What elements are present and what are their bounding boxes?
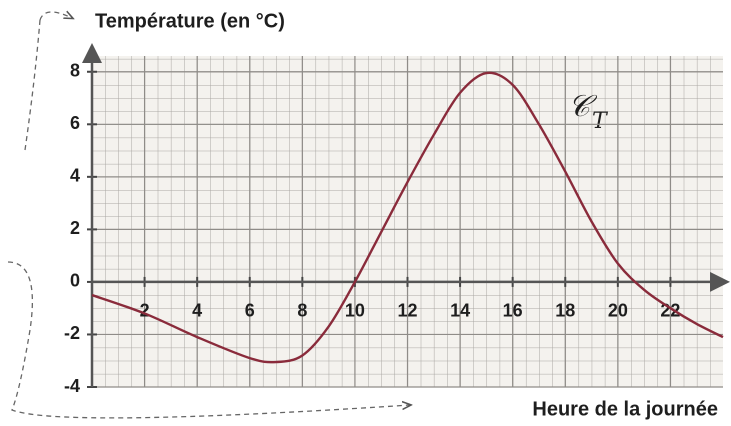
curve-label-sub: T: [592, 109, 609, 134]
y-tick-label: 0: [70, 271, 80, 291]
x-tick-label: 18: [555, 301, 575, 321]
y-tick-label: 2: [70, 218, 80, 238]
x-axis-label: Heure de la journée: [532, 398, 718, 420]
x-tick-label: 4: [192, 301, 202, 321]
curve: [91, 71, 724, 364]
y-tick-label: 4: [70, 166, 80, 186]
x-tick-label: 12: [397, 301, 417, 321]
x-tick-label: 6: [245, 301, 255, 321]
decor-arrow: [24, 19, 41, 151]
chart-title: Température (en °C): [95, 10, 285, 32]
decor-arrow: [39, 12, 72, 21]
y-tick-label: 8: [70, 61, 80, 81]
x-tick-label: 14: [450, 301, 470, 321]
x-tick-label: 10: [345, 301, 365, 321]
x-tick-label: 8: [297, 301, 307, 321]
y-tick-label: 6: [70, 113, 80, 133]
x-tick-label: 20: [608, 301, 628, 321]
y-tick-label: -4: [64, 376, 80, 396]
x-tick-label: 16: [503, 301, 523, 321]
x-tick-label: 2: [140, 301, 150, 321]
decor-arrow: [7, 261, 410, 419]
y-tick-label: -2: [64, 323, 80, 343]
